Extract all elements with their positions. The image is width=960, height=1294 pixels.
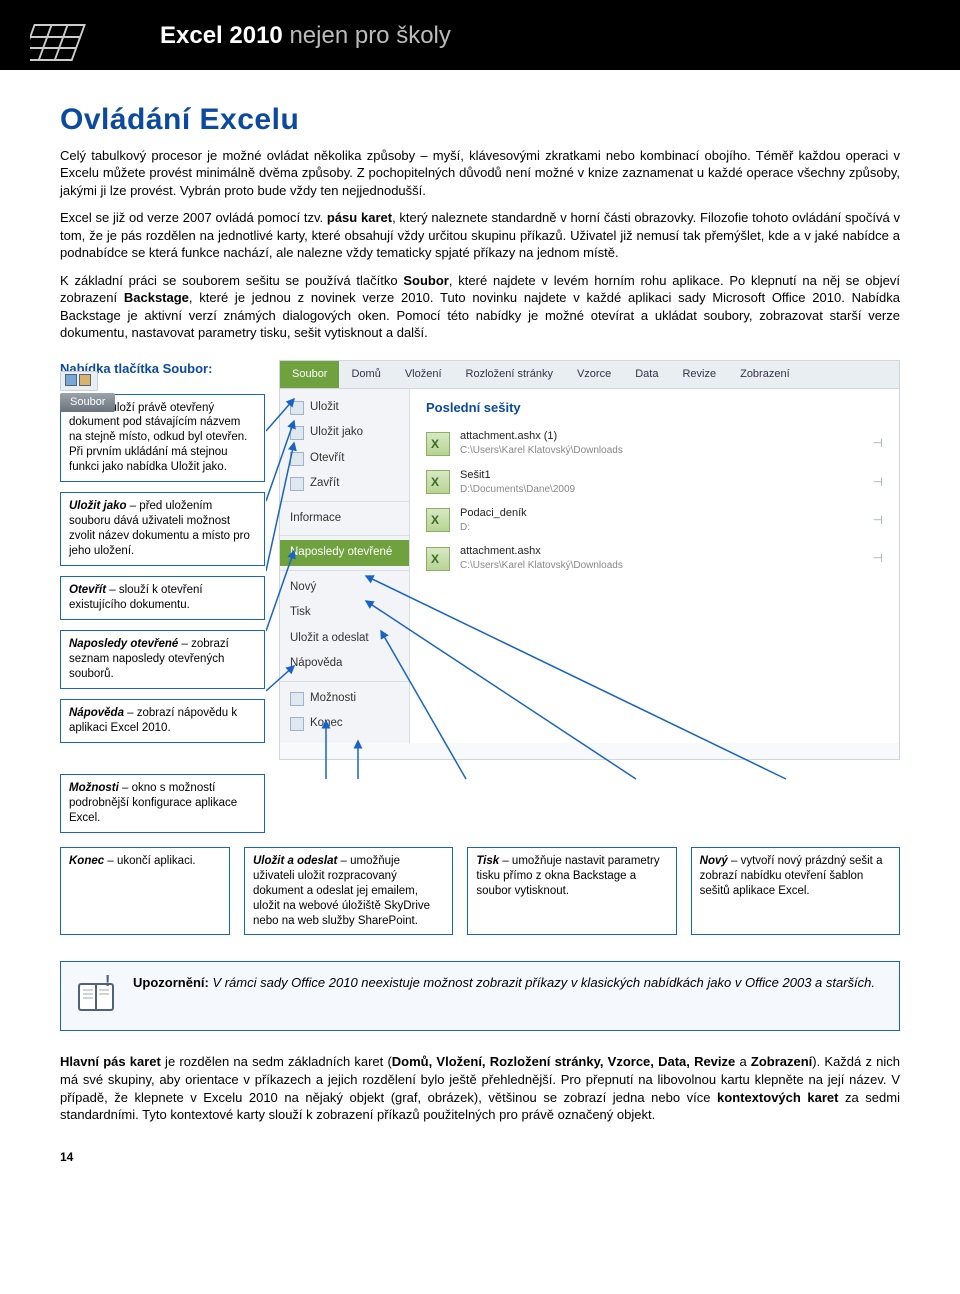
tab-soubor[interactable]: Soubor [280,361,339,388]
callout-otevrit: Otevřít – slouží k otevření existujícího… [60,576,265,620]
bs-item-moznosti[interactable]: Možnosti [280,686,409,712]
callout-konec: Konec – ukončí aplikaci. [60,847,230,936]
bs-item-tisk[interactable]: Tisk [280,600,409,626]
bs-item-novy[interactable]: Nový [280,575,409,601]
header-logo-icon [30,10,120,70]
backstage-screenshot: Soubor Domů Vložení Rozložení stránky Vz… [279,360,900,760]
pin-icon[interactable]: ⊣ [873,474,883,490]
tab-revize[interactable]: Revize [670,361,728,388]
callout-ulozit-odeslat: Uložit a odeslat – umožňuje uživateli ul… [244,847,453,936]
tab-vzorce[interactable]: Vzorce [565,361,623,388]
tab-vlozeni[interactable]: Vložení [393,361,454,388]
soubor-button-label: Soubor [60,393,115,413]
callout-moznosti: Možnosti – okno s možností podrobnější k… [60,774,265,833]
open-icon [290,452,304,466]
intro-paragraph-1: Celý tabulkový procesor je možné ovládat… [60,147,900,200]
callout-novy: Nový – vytvoří nový prázdný sešit a zobr… [691,847,900,936]
tab-rozlozeni[interactable]: Rozložení stránky [454,361,565,388]
page-heading: Ovládání Excelu [60,100,900,141]
bs-item-naposledy[interactable]: Naposledy otevřené [280,540,409,566]
excel-file-icon [426,432,450,456]
ribbon-tabs: Soubor Domů Vložení Rozložení stránky Vz… [280,361,899,389]
close-icon [290,477,304,491]
bs-item-konec[interactable]: Konec [280,711,409,737]
svg-text:!: ! [105,974,110,990]
recent-item[interactable]: Podaci_deníkD:⊣ [426,501,883,539]
header-title: Excel 2010 nejen pro školy [160,20,451,52]
recent-item[interactable]: Sešit1D:\Documents\Dane\2009⊣ [426,463,883,501]
backstage-menu: Uložit Uložit jako Otevřít Zavřít Inform… [280,389,410,743]
recent-item[interactable]: attachment.ashxC:\Users\Karel Klatovský\… [426,539,883,577]
excel-file-icon [426,547,450,571]
pin-icon[interactable]: ⊣ [873,550,883,566]
alert-text: V rámci sady Office 2010 neexistuje možn… [209,975,875,990]
recent-item[interactable]: attachment.ashx (1)C:\Users\Karel Klatov… [426,424,883,462]
header-title-light: nejen pro školy [283,22,451,49]
bs-item-ulozit-odeslat[interactable]: Uložit a odeslat [280,626,409,652]
intro-paragraph-2: Excel se již od verze 2007 ovládá pomocí… [60,209,900,262]
options-icon [290,692,304,706]
alert-label: Upozornění: [133,975,209,990]
excel-file-icon [426,470,450,494]
book-warning-icon: ! [75,974,119,1018]
bs-item-ulozit-jako[interactable]: Uložit jako [280,420,409,446]
soubor-button-illustration: Soubor [60,370,115,412]
final-paragraph: Hlavní pás karet je rozdělen na sedm zák… [60,1053,900,1123]
callout-tisk: Tisk – umožňuje nastavit parametry tisku… [467,847,676,936]
page-header: Excel 2010 nejen pro školy [0,0,960,70]
header-title-strong: Excel 2010 [160,22,283,49]
pin-icon[interactable]: ⊣ [873,512,883,528]
intro-paragraph-3: K základní práci se souborem sešitu se p… [60,272,900,342]
bs-item-napoveda[interactable]: Nápověda [280,651,409,677]
tab-domu[interactable]: Domů [339,361,392,388]
backstage-recent-panel: Poslední sešity attachment.ashx (1)C:\Us… [410,389,899,743]
bs-item-informace[interactable]: Informace [280,506,409,532]
recent-title: Poslední sešity [426,399,883,417]
excel-file-icon [426,508,450,532]
callout-napoveda: Nápověda – zobrazí nápovědu k aplikaci E… [60,699,265,743]
save-icon [290,401,304,415]
callout-naposledy: Naposledy otevřené – zobrazí seznam napo… [60,630,265,689]
callout-ulozit-jako: Uložit jako – před uložením souboru dává… [60,492,265,566]
tab-zobrazeni[interactable]: Zobrazení [728,361,802,388]
alert-box: ! Upozornění: V rámci sady Office 2010 n… [60,961,900,1031]
bs-item-zavrit[interactable]: Zavřít [280,471,409,497]
page-number: 14 [60,1149,73,1165]
pin-icon[interactable]: ⊣ [873,435,883,451]
tab-data[interactable]: Data [623,361,670,388]
save-as-icon [290,426,304,440]
bs-item-ulozit[interactable]: Uložit [280,395,409,421]
exit-icon [290,717,304,731]
bs-item-otevrit[interactable]: Otevřít [280,446,409,472]
